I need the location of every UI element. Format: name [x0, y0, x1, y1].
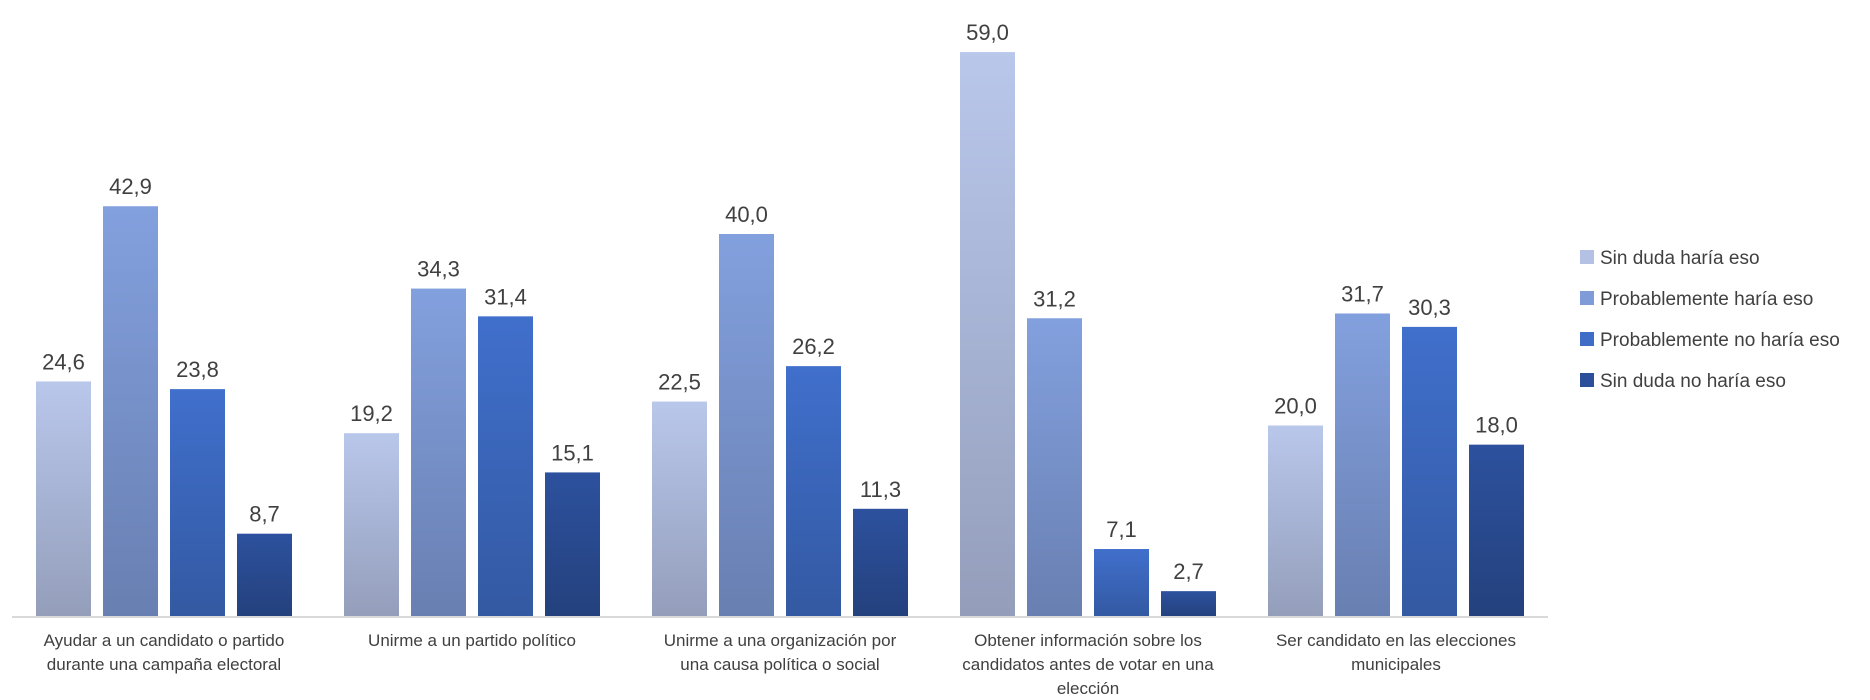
- value-label-4-2: 31,2: [1033, 286, 1076, 311]
- bar-4-series-3: [1094, 549, 1149, 617]
- value-label-3-2: 40,0: [725, 202, 768, 227]
- bars-layer: [36, 52, 1524, 618]
- legend-label-3: Probablemente no haría eso: [1600, 330, 1840, 351]
- value-label-1-4: 8,7: [249, 502, 280, 527]
- legend-label-2: Probablemente haría eso: [1600, 289, 1813, 310]
- bar-1-series-2: [103, 206, 158, 618]
- bar-5-series-2: [1335, 313, 1390, 617]
- category-labels-layer: Ayudar a un candidato o partido durante u…: [44, 631, 1516, 698]
- legend-label-4: Sin duda no haría eso: [1600, 371, 1786, 392]
- bar-3-series-3: [786, 366, 841, 617]
- legend: Sin duda haría eso Probablemente haría es…: [1580, 248, 1840, 392]
- value-label-1-2: 42,9: [109, 174, 152, 199]
- category-label-4: Obtener información sobre los candidatos …: [962, 631, 1214, 698]
- bar-1-series-4: [237, 533, 292, 617]
- category-label-2: Unirme a un partido político: [368, 631, 576, 650]
- value-label-5-3: 30,3: [1408, 295, 1451, 320]
- value-label-2-4: 15,1: [551, 440, 594, 465]
- bar-2-series-3: [478, 316, 533, 617]
- category-label-1: Ayudar a un candidato o partido durante u…: [44, 631, 285, 674]
- bar-2-series-2: [411, 288, 466, 617]
- bar-5-series-4: [1469, 444, 1524, 617]
- category-label-3: Unirme a una organización por una causa p…: [664, 631, 897, 674]
- value-label-4-1: 59,0: [966, 20, 1009, 45]
- value-label-2-2: 34,3: [417, 257, 460, 282]
- value-label-4-3: 7,1: [1106, 517, 1137, 542]
- value-label-1-1: 24,6: [42, 349, 85, 374]
- value-label-2-1: 19,2: [350, 401, 393, 426]
- value-label-1-3: 23,8: [176, 357, 219, 382]
- bar-5-series-3: [1402, 326, 1457, 617]
- legend-swatch-4: [1580, 373, 1594, 387]
- value-label-4-4: 2,7: [1173, 559, 1204, 584]
- bar-3-series-1: [652, 401, 707, 617]
- value-label-3-4: 11,3: [860, 477, 901, 502]
- bar-3-series-4: [853, 508, 908, 617]
- bar-4-series-2: [1027, 318, 1082, 617]
- bar-1-series-1: [36, 381, 91, 617]
- value-label-5-1: 20,0: [1274, 394, 1317, 419]
- bar-2-series-4: [545, 472, 600, 617]
- bar-1-series-3: [170, 389, 225, 617]
- legend-label-1: Sin duda haría eso: [1600, 248, 1760, 269]
- bar-4-series-1: [960, 52, 1015, 617]
- legend-swatch-1: [1580, 250, 1594, 264]
- value-label-3-3: 26,2: [792, 334, 835, 359]
- bar-4-series-4: [1161, 591, 1216, 617]
- value-label-5-4: 18,0: [1475, 413, 1518, 438]
- legend-swatch-2: [1580, 291, 1594, 305]
- bar-2-series-1: [344, 433, 399, 617]
- legend-swatch-3: [1580, 332, 1594, 346]
- value-label-5-2: 31,7: [1341, 281, 1384, 306]
- category-label-5: Ser candidato en las elecciones municipal…: [1276, 631, 1516, 674]
- bar-3-series-2: [719, 234, 774, 617]
- value-label-2-3: 31,4: [484, 284, 527, 309]
- bar-5-series-1: [1268, 425, 1323, 617]
- value-label-3-1: 22,5: [658, 370, 701, 395]
- value-labels-layer: 24,6 42,9 23,8 8,7 19,2 34,3 31,4 15,1 22,5 40,0 2…: [42, 20, 1518, 584]
